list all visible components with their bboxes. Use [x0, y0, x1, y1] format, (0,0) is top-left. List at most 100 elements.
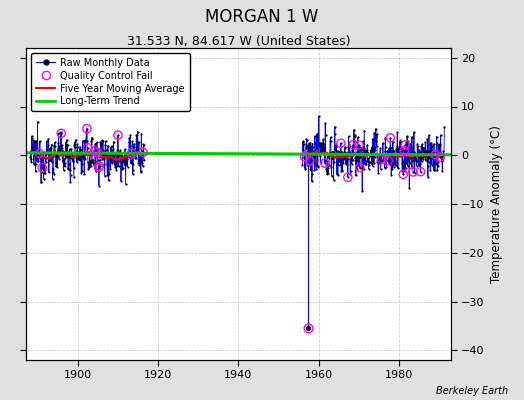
Text: Berkeley Earth: Berkeley Earth [436, 386, 508, 396]
Point [378, 156, 386, 163]
Point [37, 169, 46, 175]
Point [422, 149, 431, 156]
Point [375, 159, 384, 166]
Point [423, 163, 432, 170]
Point [387, 172, 396, 178]
Point [113, 152, 122, 158]
Point [69, 158, 77, 164]
Point [417, 142, 425, 149]
Title: 31.533 N, 84.617 W (United States): 31.533 N, 84.617 W (United States) [127, 35, 350, 48]
Point [55, 144, 63, 151]
Point [398, 147, 407, 153]
Point [91, 148, 99, 154]
Point [359, 166, 368, 172]
Point [80, 137, 89, 144]
Point [74, 151, 82, 158]
Point [410, 170, 419, 176]
Point [302, 144, 310, 151]
Point [307, 151, 315, 158]
Point [426, 167, 434, 174]
Point [402, 160, 410, 167]
Point [399, 171, 408, 178]
Point [333, 152, 341, 158]
Point [102, 150, 111, 157]
Point [92, 147, 101, 154]
Point [317, 150, 325, 156]
Point [100, 148, 108, 155]
Point [417, 155, 425, 161]
Point [50, 147, 58, 153]
Point [409, 169, 417, 175]
Point [315, 152, 324, 159]
Point [109, 154, 117, 160]
Point [385, 160, 394, 166]
Point [332, 148, 340, 154]
Point [80, 156, 88, 162]
Point [57, 130, 66, 136]
Point [335, 158, 343, 164]
Point [35, 150, 43, 157]
Point [364, 155, 373, 162]
Point [314, 164, 322, 170]
Point [439, 151, 447, 158]
Point [430, 141, 438, 147]
Point [35, 146, 43, 152]
Point [319, 150, 327, 156]
Point [359, 138, 367, 144]
Point [129, 167, 137, 173]
Point [368, 155, 376, 162]
Point [433, 140, 441, 146]
Point [50, 142, 59, 149]
Point [133, 132, 141, 138]
Point [385, 146, 393, 152]
Point [45, 157, 53, 163]
Point [370, 130, 378, 136]
Point [428, 154, 436, 160]
Point [115, 155, 124, 162]
Point [95, 163, 103, 169]
Point [96, 157, 104, 163]
Point [400, 148, 408, 154]
Point [385, 144, 394, 151]
Point [28, 133, 36, 139]
Point [125, 151, 134, 157]
Point [310, 153, 319, 159]
Point [367, 149, 375, 156]
Point [302, 143, 310, 149]
Point [52, 163, 60, 170]
Point [345, 152, 353, 158]
Point [407, 146, 415, 153]
Point [33, 149, 41, 155]
Point [111, 164, 119, 170]
Point [321, 160, 329, 166]
Point [93, 150, 102, 156]
Point [386, 135, 395, 141]
Point [408, 154, 417, 160]
Point [82, 138, 91, 144]
Point [50, 143, 58, 150]
Point [348, 144, 357, 150]
Point [120, 153, 128, 159]
Point [336, 158, 344, 164]
Point [389, 164, 398, 170]
Point [380, 155, 388, 162]
Point [301, 158, 309, 164]
Point [107, 156, 115, 162]
Point [300, 153, 309, 160]
Point [90, 147, 99, 153]
Point [62, 137, 71, 143]
Point [117, 158, 125, 164]
Point [49, 166, 57, 172]
Point [139, 142, 148, 148]
Point [36, 161, 45, 168]
Point [397, 151, 405, 157]
Point [369, 136, 377, 142]
Point [28, 145, 36, 152]
Point [374, 170, 383, 176]
Point [128, 171, 137, 177]
Point [32, 138, 40, 144]
Point [39, 176, 48, 182]
Point [344, 144, 353, 150]
Point [136, 154, 145, 160]
Point [361, 147, 369, 154]
